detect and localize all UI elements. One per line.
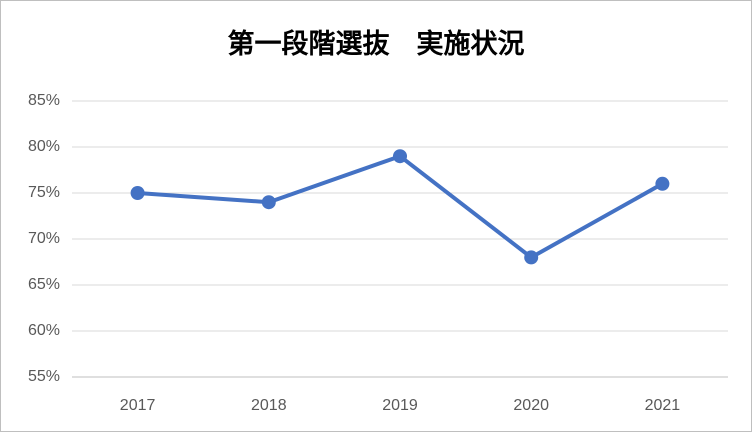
y-tick-label: 80% (28, 138, 60, 155)
x-tick-label: 2021 (645, 397, 681, 414)
data-point (655, 176, 670, 191)
data-point (130, 186, 145, 200)
y-tick-label: 85% (28, 92, 60, 109)
y-tick-label: 70% (28, 230, 60, 247)
x-tick-label: 2018 (251, 397, 287, 414)
y-tick-label: 60% (28, 322, 60, 339)
x-tick-label: 2019 (382, 397, 418, 414)
y-tick-label: 55% (28, 368, 60, 385)
data-point (524, 250, 539, 265)
x-tick-label: 2017 (120, 397, 156, 414)
y-tick-label: 75% (28, 184, 60, 201)
data-point (261, 195, 276, 210)
x-tick-label: 2020 (513, 397, 549, 414)
data-point (393, 149, 407, 164)
y-tick-label: 65% (28, 276, 60, 293)
chart-title: 第一段階選抜 実施状況 (228, 28, 525, 59)
